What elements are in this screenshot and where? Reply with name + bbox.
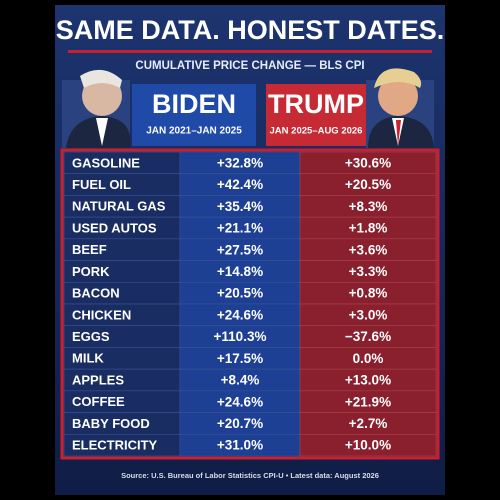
item-label: ELECTRICITY bbox=[72, 438, 158, 453]
item-label: FUEL OIL bbox=[72, 177, 131, 192]
trump-value: 0.0% bbox=[353, 351, 384, 366]
biden-value: +110.3% bbox=[214, 329, 267, 344]
trump-value: +8.3% bbox=[349, 199, 388, 214]
item-label: CHICKEN bbox=[72, 307, 131, 322]
biden-value: +32.8% bbox=[217, 155, 263, 170]
item-label: BEEF bbox=[72, 242, 107, 257]
trump-value: +3.3% bbox=[349, 264, 388, 279]
item-label: APPLES bbox=[72, 372, 124, 387]
biden-value: +17.5% bbox=[217, 351, 263, 366]
biden-value: +24.6% bbox=[217, 307, 263, 322]
footer: Source: U.S. Bureau of Labor Statistics … bbox=[121, 471, 379, 480]
trump-value: +1.8% bbox=[349, 221, 388, 236]
trump-value: +20.5% bbox=[345, 177, 391, 192]
column-name: BIDEN bbox=[152, 89, 236, 119]
trump-value: +0.8% bbox=[349, 286, 388, 301]
item-label: PORK bbox=[72, 264, 110, 279]
biden-value: +8.4% bbox=[221, 373, 260, 388]
right-portrait bbox=[366, 68, 434, 148]
item-label: MILK bbox=[72, 351, 104, 366]
item-label: COFFEE bbox=[72, 394, 125, 409]
trump-value: +30.6% bbox=[345, 155, 391, 170]
biden-value: +27.5% bbox=[217, 242, 263, 257]
biden-value: +42.4% bbox=[217, 177, 263, 192]
biden-header bbox=[132, 84, 256, 146]
title: SAME DATA. HONEST DATES. bbox=[56, 15, 445, 45]
subtitle: CUMULATIVE PRICE CHANGE — BLS CPI bbox=[135, 60, 364, 72]
table: GASOLINE +32.8% +30.6% FUEL OIL +42.4% +20.5%… bbox=[63, 151, 437, 457]
biden-value: +35.4% bbox=[217, 199, 263, 214]
biden-value: +24.6% bbox=[217, 394, 263, 409]
biden-value: +31.0% bbox=[217, 438, 263, 453]
item-label: BACON bbox=[72, 286, 120, 301]
trump-value: +13.0% bbox=[345, 373, 391, 388]
biden-value: +21.1% bbox=[217, 221, 263, 236]
left-portrait bbox=[62, 69, 131, 148]
trump-value: +3.0% bbox=[349, 307, 388, 322]
title-rule bbox=[68, 50, 432, 53]
biden-value: +14.8% bbox=[217, 264, 263, 279]
table-frame bbox=[60, 148, 440, 460]
biden-value: +20.5% bbox=[217, 286, 263, 301]
biden-value: +20.7% bbox=[217, 416, 263, 431]
trump-header bbox=[266, 84, 366, 146]
trump-value: +10.0% bbox=[345, 438, 391, 453]
item-label: EGGS bbox=[72, 329, 110, 344]
trump-value: +3.6% bbox=[349, 242, 388, 257]
trump-value: +2.7% bbox=[349, 416, 388, 431]
item-label: USED AUTOS bbox=[72, 220, 157, 235]
item-label: GASOLINE bbox=[72, 155, 140, 170]
trump-value: −37.6% bbox=[345, 329, 391, 344]
trump-cell bbox=[299, 433, 437, 457]
column-dates: JAN 2021–JAN 2025 bbox=[146, 126, 242, 137]
trump-value: +21.9% bbox=[345, 394, 391, 409]
column-name: TRUMP bbox=[268, 89, 364, 119]
column-dates: JAN 2025–AUG 2026 bbox=[270, 126, 363, 137]
item-label: NATURAL GAS bbox=[72, 199, 166, 214]
item-label: BABY FOOD bbox=[72, 416, 150, 431]
